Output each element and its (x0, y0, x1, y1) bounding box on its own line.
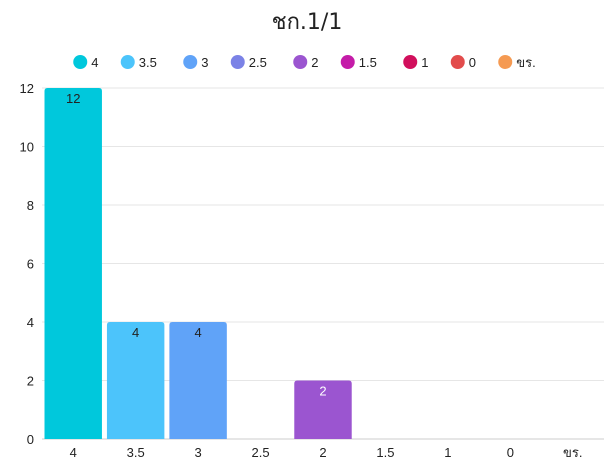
legend-swatch (230, 55, 245, 69)
legend-label: 2.5 (249, 55, 267, 70)
legend-swatch (293, 55, 308, 69)
legend-swatch (403, 55, 418, 69)
legend-item-4[interactable]: 4 (73, 55, 98, 70)
legend-item-2[interactable]: 2 (293, 55, 318, 70)
legend-item-3.5[interactable]: 3.5 (120, 55, 157, 70)
chart-legend: 4 3.5 3 2.5 2 1.5 1 0 ขร. (73, 55, 536, 70)
x-tick-label: 2 (319, 445, 326, 460)
bars (44, 88, 352, 439)
data-label: 4 (132, 325, 139, 340)
bar-3 (169, 322, 227, 439)
data-label: 2 (319, 384, 326, 399)
legend-label: 4 (91, 55, 98, 70)
legend-label: 3 (201, 55, 208, 70)
legend-item-1.5[interactable]: 1.5 (340, 55, 377, 70)
x-tick-label: 2.5 (252, 445, 270, 460)
data-label: 4 (194, 325, 201, 340)
legend-label: 3.5 (139, 55, 157, 70)
legend-swatch (450, 55, 465, 69)
legend-swatch (183, 55, 198, 69)
legend-item-ขร.[interactable]: ขร. (498, 55, 536, 70)
legend-item-0[interactable]: 0 (450, 55, 476, 70)
bar-2 (294, 380, 352, 439)
data-label: 12 (66, 91, 80, 106)
y-tick-label: 0 (27, 432, 34, 447)
legend-label: 2 (311, 55, 318, 70)
y-tick-label: 8 (27, 198, 34, 213)
legend-label: 1.5 (359, 55, 377, 70)
x-axis: 4 3.5 3 2.5 2 1.5 1 0 ขร. (70, 445, 583, 460)
legend-label: ขร. (516, 55, 535, 70)
chart-title: ชก.1/1 (272, 10, 343, 35)
legend-label: 1 (421, 55, 428, 70)
y-tick-label: 2 (27, 374, 34, 389)
y-axis: 0 2 4 6 8 10 12 (20, 81, 34, 447)
bar-3.5 (106, 322, 165, 439)
x-tick-label: ขร. (563, 445, 582, 460)
y-tick-label: 6 (27, 257, 34, 272)
x-tick-label: 1 (444, 445, 451, 460)
data-labels: 12 4 4 2 (66, 91, 327, 399)
legend-item-1[interactable]: 1 (403, 55, 428, 70)
x-tick-label: 0 (507, 445, 514, 460)
legend-swatch (73, 55, 88, 69)
x-tick-label: 3.5 (127, 445, 145, 460)
legend-swatch (340, 55, 355, 69)
legend-swatch (120, 55, 135, 69)
y-tick-label: 12 (20, 81, 34, 96)
x-tick-label: 3 (194, 445, 201, 460)
bar-4 (44, 88, 102, 439)
legend-swatch (498, 55, 513, 69)
x-tick-label: 4 (70, 445, 77, 460)
y-tick-label: 4 (27, 315, 34, 330)
legend-label: 0 (469, 55, 476, 70)
x-tick-label: 1.5 (376, 445, 394, 460)
y-tick-label: 10 (20, 140, 34, 155)
legend-item-2.5[interactable]: 2.5 (230, 55, 267, 70)
legend-item-3[interactable]: 3 (183, 55, 208, 70)
